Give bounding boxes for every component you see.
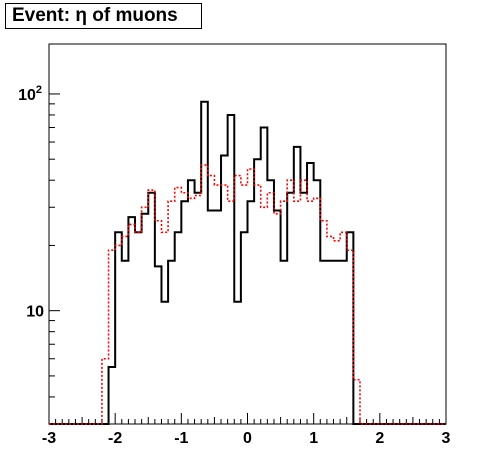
y-tick-label: 10 bbox=[26, 304, 44, 321]
histogram-series-1 bbox=[49, 100, 446, 425]
x-tick-label: 2 bbox=[375, 430, 384, 447]
axis-ticks bbox=[48, 93, 447, 425]
x-tick-label: 0 bbox=[243, 430, 252, 447]
x-tick-label: 3 bbox=[442, 430, 451, 447]
histogram-series-2 bbox=[49, 164, 446, 425]
y-tick-label: 102 bbox=[18, 84, 42, 104]
x-tick-label: -1 bbox=[174, 430, 188, 447]
chart-title: Event: η of muons bbox=[5, 3, 202, 29]
series-layer bbox=[49, 100, 446, 425]
tick-labels: -3 -2 -1 0 1 2 3 10 102 bbox=[18, 84, 450, 447]
x-tick-label: -3 bbox=[42, 430, 56, 447]
x-tick-label: 1 bbox=[309, 430, 318, 447]
x-tick-label: -2 bbox=[108, 430, 122, 447]
